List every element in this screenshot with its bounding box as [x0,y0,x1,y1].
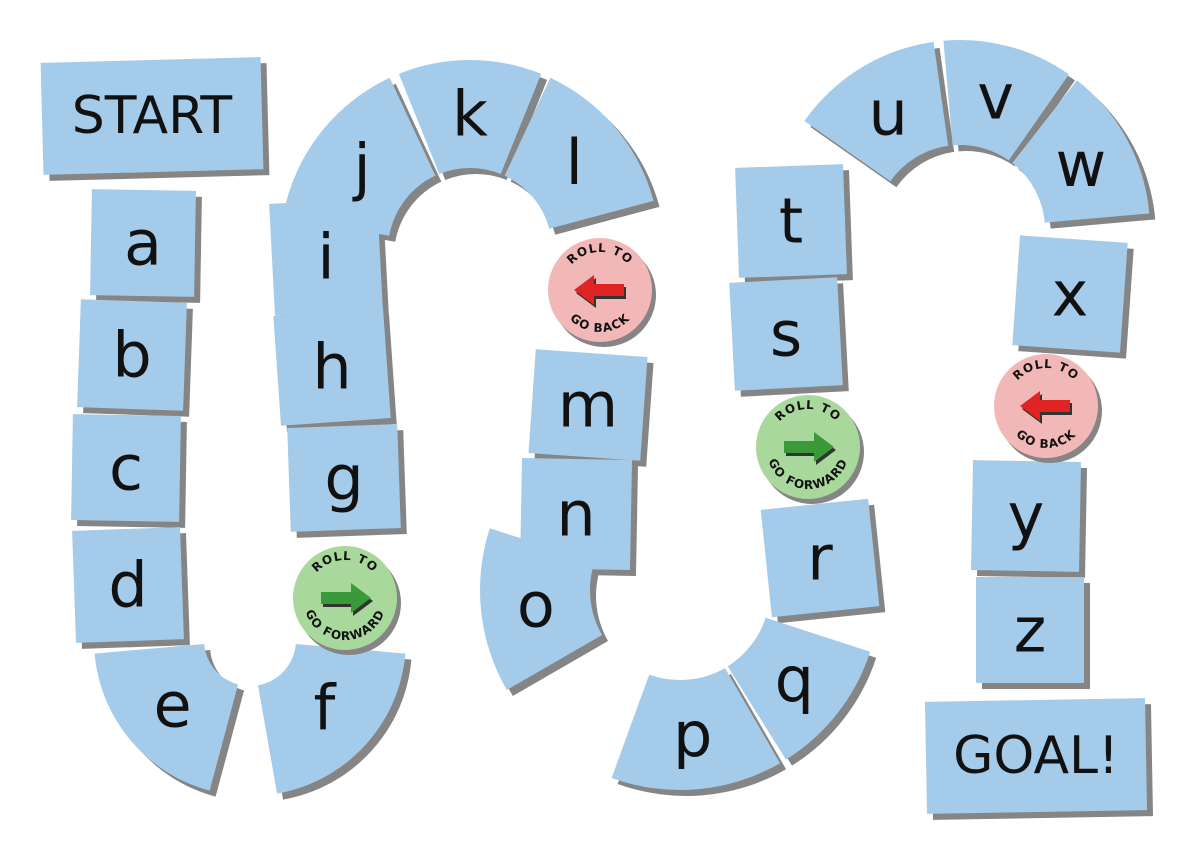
letter-tile-v [943,40,1069,161]
letter-tile-o-label: o [517,569,555,642]
letter-tile-y [971,460,1081,572]
letter-tile-q-label: q [775,643,814,716]
right-arrow-icon [321,583,371,613]
letter-tile-m [528,349,648,461]
letter-tile-d-label: d [108,549,147,622]
left-arrow-icon [574,275,624,305]
letter-tile-o [479,528,603,690]
letter-tile-p-label: p [673,698,712,771]
letter-tile-t [735,164,847,278]
letter-tile-c [71,414,181,522]
letter-tile-n-label: n [556,478,595,551]
letter-tile-b [77,299,187,411]
letter-tile-r-label: r [807,522,833,595]
letter-tile-s-label: s [770,298,802,371]
start-tile-label: START [72,86,233,146]
goal-tile [925,698,1147,814]
letter-tile-m-label: m [558,369,618,442]
letter-tile-t-label: t [779,185,803,258]
letter-tile-f [257,644,406,794]
letter-tile-k-label: k [452,78,488,151]
left-arrow-icon [1020,391,1070,421]
start-tile [40,57,264,175]
right-arrow-icon [784,432,834,462]
letter-tile-n [520,458,632,570]
letter-tile-c-label: c [109,432,143,505]
letter-tile-l [504,77,654,229]
letter-tile-k [398,60,542,174]
letter-tile-g-label: g [324,442,363,515]
letter-tile-l-label: l [566,126,583,199]
letter-tile-a-label: a [124,207,162,280]
letter-tile-h [273,308,391,426]
letter-tile-x-label: x [1052,258,1089,331]
letter-tile-z [976,577,1084,683]
letter-tile-z-label: z [1014,594,1047,667]
letter-tile-i-label: i [317,221,334,294]
letter-tile-u [804,41,949,182]
letter-tile-j-label: j [351,131,370,204]
letter-tile-p [611,667,780,791]
letter-tile-a [90,189,196,297]
letter-tile-j [282,77,436,236]
letter-tile-u-label: u [869,76,908,149]
letter-tile-h-label: h [312,331,351,404]
letter-tile-d [72,527,184,643]
letter-tile-e-label: e [154,668,192,741]
letter-tile-w [1012,80,1150,223]
letter-tile-f-label: f [314,672,338,745]
letter-tile-r [760,498,880,618]
letter-tile-b-label: b [112,319,151,392]
letter-tile-s [729,277,843,391]
letter-tile-w-label: w [1055,128,1106,201]
goal-tile-label: GOAL! [953,726,1119,786]
letter-tile-g [287,424,401,532]
letter-tile-x [1012,235,1128,353]
letter-tile-v-label: v [977,61,1014,134]
letter-tile-q [727,617,871,760]
letter-tile-e [94,644,239,791]
letter-tile-y-label: y [1008,480,1045,553]
